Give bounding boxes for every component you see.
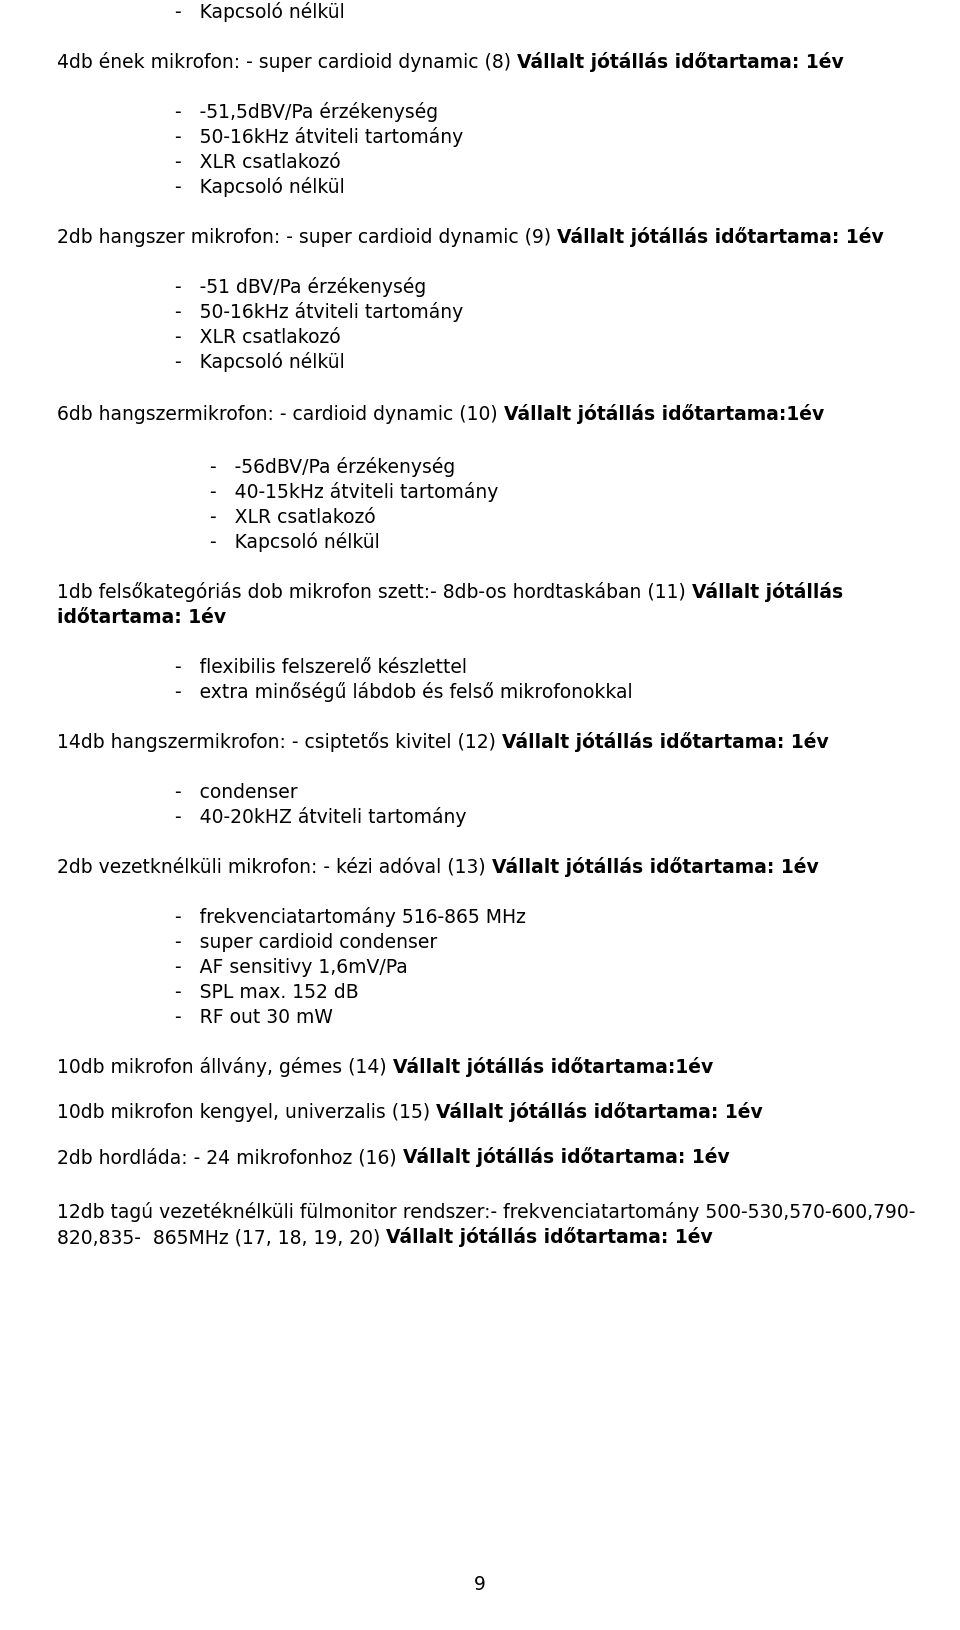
Text: -   XLR csatlakozó: - XLR csatlakozó [175, 153, 341, 171]
Text: 9: 9 [474, 1575, 486, 1593]
Text: Vállalt jótállás időtartama: 1év: Vállalt jótállás időtartama: 1év [436, 1102, 763, 1121]
Text: Vállalt jótállás időtartama: 1év: Vállalt jótállás időtartama: 1év [492, 856, 818, 877]
Text: -   flexibilis felszerelő készlettel: - flexibilis felszerelő készlettel [175, 657, 467, 676]
Text: 14db hangszermikrofon: - csiptetős kivitel (12): 14db hangszermikrofon: - csiptetős kivit… [57, 732, 502, 751]
Text: -   Kapcsoló nélkül: - Kapcsoló nélkül [175, 178, 345, 197]
Text: Vállalt jótállás: Vállalt jótállás [692, 582, 843, 601]
Text: Vállalt jótállás időtartama: 1év: Vállalt jótállás időtartama: 1év [386, 1226, 713, 1247]
Text: Vállalt jótállás időtartama: 1év: Vállalt jótállás időtartama: 1év [517, 52, 844, 72]
Text: Vállalt jótállás időtartama: 1év: Vállalt jótállás időtartama: 1év [502, 732, 828, 751]
Text: -   XLR csatlakozó: - XLR csatlakozó [175, 328, 341, 347]
Text: -   XLR csatlakozó: - XLR csatlakozó [210, 507, 375, 526]
Text: -   super cardioid condenser: - super cardioid condenser [175, 932, 437, 952]
Text: -   Kapcsoló nélkül: - Kapcsoló nélkül [175, 352, 345, 372]
Text: -   40-15kHz átviteli tartomány: - 40-15kHz átviteli tartomány [210, 482, 498, 502]
Text: időtartama: 1év: időtartama: 1év [57, 608, 227, 626]
Text: 2db vezetknélküli mikrofon: - kézi adóval (13): 2db vezetknélküli mikrofon: - kézi adóva… [57, 857, 492, 877]
Text: -   condenser: - condenser [175, 782, 298, 802]
Text: 4db ének mikrofon: - super cardioid dynamic (8): 4db ének mikrofon: - super cardioid dyna… [57, 52, 517, 72]
Text: 1db felsőkategóriás dob mikrofon szett:- 8db-os hordtaskában (11): 1db felsőkategóriás dob mikrofon szett:-… [57, 582, 692, 601]
Text: 12db tagú vezetéknélküli fülmonitor rendszer:- frekvenciatartomány 500-530,570-6: 12db tagú vezetéknélküli fülmonitor rend… [57, 1201, 916, 1221]
Text: -   RF out 30 mW: - RF out 30 mW [175, 1007, 333, 1027]
Text: 2db hordláda: - 24 mikrofonhoz (16): 2db hordláda: - 24 mikrofonhoz (16) [57, 1148, 402, 1167]
Text: 820,835-  865MHz (17, 18, 19, 20): 820,835- 865MHz (17, 18, 19, 20) [57, 1227, 386, 1247]
Text: -   50-16kHz átviteli tartomány: - 50-16kHz átviteli tartomány [175, 302, 464, 321]
Text: -   Kapcsoló nélkül: - Kapcsoló nélkül [175, 2, 345, 21]
Text: 10db mikrofon kengyel, univerzalis (15): 10db mikrofon kengyel, univerzalis (15) [57, 1102, 436, 1121]
Text: -   AF sensitivy 1,6mV/Pa: - AF sensitivy 1,6mV/Pa [175, 957, 408, 976]
Text: -   50-16kHz átviteli tartomány: - 50-16kHz átviteli tartomány [175, 127, 464, 147]
Text: -   -51 dBV/Pa érzékenység: - -51 dBV/Pa érzékenység [175, 277, 426, 297]
Text: -   -56dBV/Pa érzékenység: - -56dBV/Pa érzékenység [210, 456, 455, 476]
Text: -   Kapcsoló nélkül: - Kapcsoló nélkül [210, 531, 380, 551]
Text: -   frekvenciatartomány 516-865 MHz: - frekvenciatartomány 516-865 MHz [175, 906, 526, 926]
Text: 6db hangszermikrofon: - cardioid dynamic (10): 6db hangszermikrofon: - cardioid dynamic… [57, 404, 504, 424]
Text: Vállalt jótállás időtartama:1év: Vállalt jótállás időtartama:1év [393, 1056, 713, 1076]
Text: Vállalt jótállás időtartama: 1év: Vállalt jótállás időtartama: 1év [557, 227, 884, 246]
Text: -   SPL max. 152 dB: - SPL max. 152 dB [175, 983, 359, 1001]
Text: -   -51,5dBV/Pa érzékenység: - -51,5dBV/Pa érzékenység [175, 103, 438, 122]
Text: 10db mikrofon állvány, gémes (14): 10db mikrofon állvány, gémes (14) [57, 1056, 393, 1076]
Text: -   extra minőségű lábdob és felső mikrofonokkal: - extra minőségű lábdob és felső mikrofo… [175, 681, 633, 701]
Text: 2db hangszer mikrofon: - super cardioid dynamic (9): 2db hangszer mikrofon: - super cardioid … [57, 228, 557, 246]
Text: -   40-20kHZ átviteli tartomány: - 40-20kHZ átviteli tartomány [175, 807, 467, 826]
Text: Vállalt jótállás időtartama: 1év: Vállalt jótállás időtartama: 1év [402, 1146, 730, 1167]
Text: Vállalt jótállás időtartama:1év: Vállalt jótállás időtartama:1év [504, 404, 824, 424]
